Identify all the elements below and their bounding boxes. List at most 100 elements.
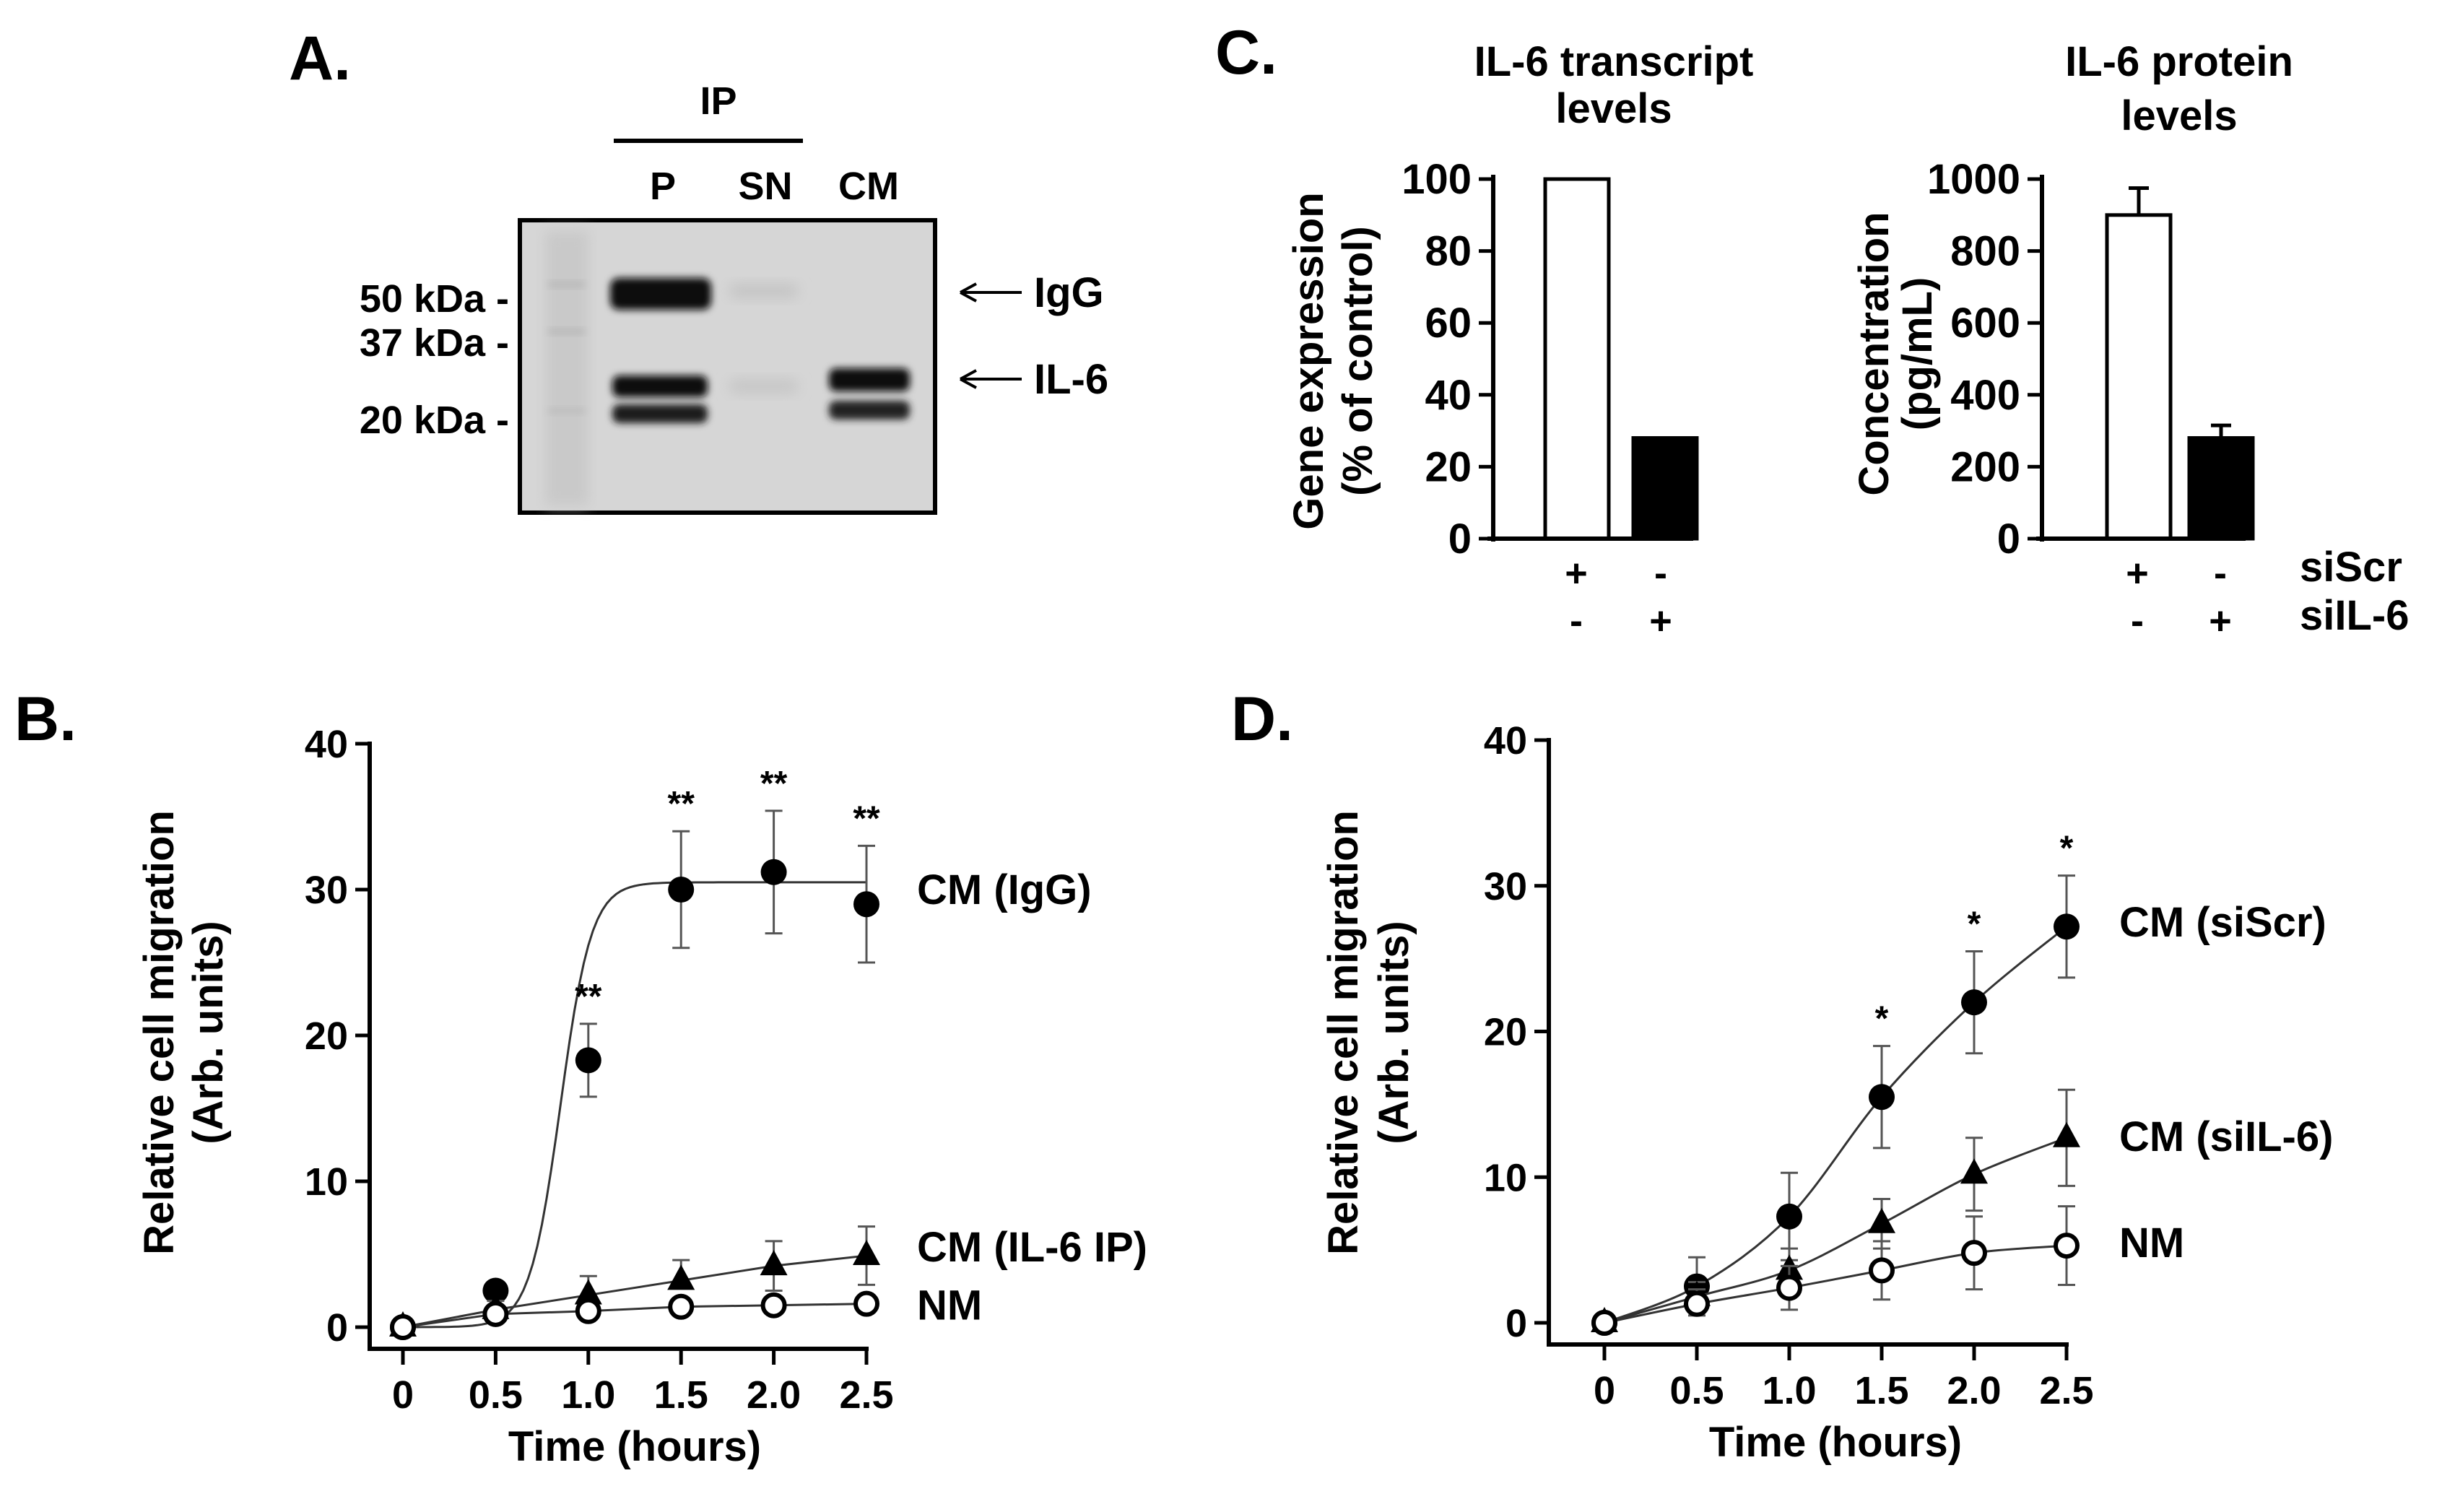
c2-siscr-sign-bar1: + — [2126, 552, 2149, 595]
chart-c2-ylabel-line2: (pg/mL) — [1894, 277, 1941, 431]
lane-label-cm: CM — [838, 165, 899, 208]
chart-b-series-nm-point — [668, 1293, 695, 1320]
chart-b-series-cm-igg-fit-line — [403, 881, 866, 1329]
chart-c1-ytick-label: 40 — [1425, 372, 1472, 419]
chart-b-series-cm-igg-significance: ** — [575, 978, 602, 1016]
chart-d-xtick-label: 1.0 — [1762, 1369, 1816, 1412]
chart-c2-ytick-label: 600 — [1950, 300, 2020, 347]
chart-b-series-cm-igg-significance: ** — [760, 765, 788, 803]
c2-siil6-sign-bar2: + — [2209, 599, 2232, 643]
chart-b-series-cm-igg-point — [853, 891, 879, 918]
panel-d-letter: D. — [1231, 685, 1293, 754]
chart-d-xtick-label: 0.5 — [1669, 1369, 1724, 1412]
chart-d-xtick-label: 1.5 — [1854, 1369, 1908, 1412]
chart-d-series-cm-siil-6-point — [1960, 1158, 1988, 1184]
chart-d: 0 10 20 30 40 0 0.5 1.0 1.5 2.0 2.5 Time (hours) Rel… — [1320, 719, 2333, 1466]
igg-arrow — [960, 282, 1022, 303]
chart-c1-bars — [1543, 177, 1699, 541]
chart-b-xtick-label: 1.5 — [654, 1373, 708, 1417]
chart-b-series-cm-igg-point — [760, 859, 787, 885]
chart-c2-bar-siscr — [2105, 213, 2173, 541]
chart-d-series-cm-siscr-point — [1869, 1084, 1895, 1111]
band-label-il6: IL-6 — [1034, 356, 1108, 403]
chart-d-ytick-label: 20 — [1484, 1011, 1527, 1054]
chart-d-series-nm-point — [1869, 1257, 1895, 1284]
chart-c2-ytick-label: 0 — [1997, 516, 2020, 562]
chart-b-xtick-label: 0.5 — [469, 1373, 523, 1417]
chart-c2-bar-siil-6 — [2187, 436, 2255, 541]
chart-c1-yaxis: 0 20 40 60 80 100 — [1402, 156, 1493, 562]
chart-c2-title-line1: IL-6 protein — [2065, 38, 2293, 85]
chart-d-ytick-label: 40 — [1484, 719, 1527, 762]
chart-d-series-cm-siil-6-point — [1868, 1207, 1895, 1233]
chart-d-xtick-label: 0 — [1594, 1369, 1615, 1412]
chart-c1-title-line1: IL-6 transcript — [1474, 38, 1754, 85]
c1-siscr-sign-bar1: + — [1565, 552, 1588, 595]
chart-d-ylabel-line2: (Arb. units) — [1370, 921, 1417, 1144]
chart-d-xlabel: Time (hours) — [1709, 1419, 1962, 1466]
chart-c2-ytick-label: 800 — [1950, 228, 2020, 275]
chart-b-ylabel-line1: Relative cell migration — [136, 810, 183, 1255]
chart-b-series-nm-fit-line — [402, 1303, 867, 1329]
chart-b-xtick-label: 2.5 — [839, 1373, 893, 1417]
chart-c1-ytick-label: 60 — [1425, 300, 1472, 347]
marker-20kda: 20 kDa - — [360, 399, 509, 442]
chart-d-series-cm-siscr-significance: * — [1875, 1000, 1889, 1038]
chart-c1-bar-siil-6 — [1631, 436, 1699, 541]
chart-b-series-nm-point — [390, 1314, 416, 1340]
panel-a: A. IP P SN CM 50 kDa - 37 kDa - 20 kDa - — [289, 24, 1108, 515]
chart-b-series-cm-il-6-ip-point — [853, 1240, 880, 1266]
blot-image — [518, 218, 937, 515]
chart-b-series-cm-igg-point — [668, 877, 695, 903]
chart-b-series-cm-il-6-ip-fit-line — [402, 1254, 867, 1329]
chart-c1-ytick-label: 0 — [1448, 516, 1472, 562]
chart-b-series-cm-il-6-ip-point — [574, 1279, 602, 1305]
chart-b: 0 10 20 30 40 0 0.5 1.0 1.5 2.0 2.5 Time (hours) Rel… — [136, 723, 1147, 1470]
chart-c1-ytick-label: 80 — [1425, 228, 1472, 275]
chart-b-series-nm-point — [575, 1298, 601, 1324]
marker-50kda: 50 kDa - — [360, 277, 509, 321]
panel-a-letter: A. — [289, 24, 351, 93]
chart-d-series-cm-siscr-point — [1961, 989, 1987, 1016]
chart-d-series-cm-siscr-significance: * — [1968, 905, 1981, 944]
chart-c2-ytick-label: 1000 — [1927, 156, 2020, 203]
chart-d-series-nm-point — [1591, 1310, 1617, 1336]
chart-b-series-cm-il-6-ip-point — [667, 1264, 695, 1290]
chart-c1-ylabel-line2: (% of control) — [1334, 226, 1381, 496]
panel-c-letter: C. — [1215, 18, 1277, 87]
c1-siil6-sign-bar2: + — [1649, 599, 1672, 643]
chart-b-series-nm-point — [853, 1290, 879, 1317]
chart-d-series-cm-siscr-significance: * — [2060, 830, 2074, 868]
chart-c1-ylabel-line1: Gene expression — [1285, 192, 1332, 529]
condition-label-siscr: siScr — [2300, 544, 2402, 591]
panel-c: C. IL-6 transcript levels IL-6 protein l… — [1215, 18, 2410, 643]
chart-d-xtick-label: 2.0 — [1947, 1369, 2001, 1412]
chart-b-ylabel-line2: (Arb. units) — [185, 921, 232, 1144]
chart-d-series-nm-point — [1776, 1274, 1802, 1301]
chart-c1-ytick-label: 100 — [1402, 156, 1472, 203]
chart-b-series-cm-il-6-ip-point — [760, 1250, 788, 1276]
chart-d-series-nm-point — [2054, 1233, 2080, 1259]
panel-b-letter: B. — [14, 685, 77, 754]
c2-siil6-sign-bar1: - — [2131, 599, 2144, 643]
lane-label-p: P — [650, 165, 676, 208]
chart-c2-bars — [2105, 186, 2255, 541]
chart-d-series-nm-point — [1684, 1290, 1710, 1317]
marker-37kda: 37 kDa - — [360, 321, 509, 365]
chart-b-series-cm-igg-point — [482, 1277, 509, 1304]
chart-d-ytick-label: 10 — [1484, 1156, 1527, 1199]
panel-b: B. 0 10 20 30 40 0 0.5 1.0 1.5 2.0 2.5 Time (hours)… — [14, 685, 1147, 1470]
chart-c2-ytick-label: 400 — [1950, 372, 2020, 419]
chart-d-series-nm-point — [1961, 1240, 1987, 1266]
chart-d-series-nm-fit-line — [1604, 1244, 2067, 1324]
chart-d-series-cm-siscr-fit-line — [1604, 926, 2067, 1324]
c1-siil6-sign-bar1: - — [1570, 599, 1583, 643]
chart-b-xtick-label: 1.0 — [561, 1373, 615, 1417]
chart-d-xtick-label: 2.5 — [2039, 1369, 2093, 1412]
c1-siscr-sign-bar2: - — [1654, 552, 1667, 595]
chart-b-series-cm-il-6-ip-label: CM (IL-6 IP) — [917, 1224, 1147, 1271]
c2-siscr-sign-bar2: - — [2214, 552, 2227, 595]
chart-d-series-nm-label: NM — [2119, 1220, 2184, 1266]
chart-b-ytick-label: 10 — [305, 1160, 348, 1204]
